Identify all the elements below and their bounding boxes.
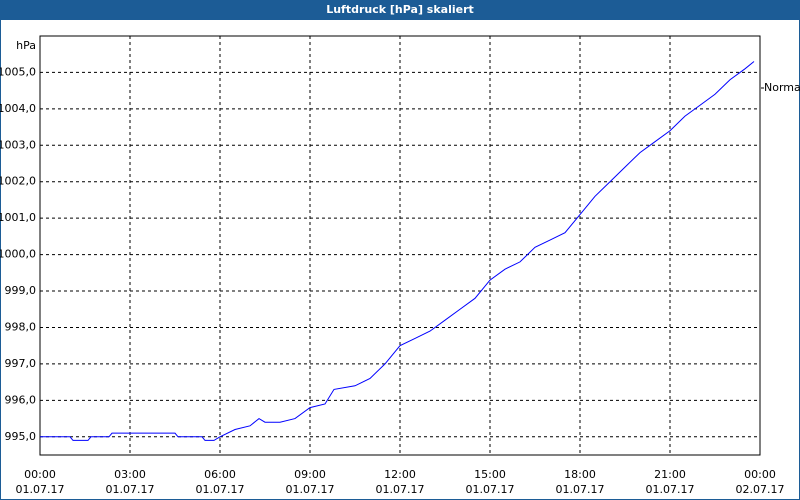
- y-tick-label: 1005,0: [0, 65, 36, 78]
- y-tick-label: 1000,0: [0, 248, 36, 261]
- y-tick-label: 998,0: [5, 320, 37, 333]
- x-tick-label: 15:00: [474, 468, 506, 481]
- x-tick-label: 00:00: [24, 468, 56, 481]
- x-tick-label: 03:00: [114, 468, 146, 481]
- x-tick-date: 01.07.17: [466, 483, 515, 496]
- y-tick-label: 996,0: [5, 393, 37, 406]
- x-tick-date: 01.07.17: [376, 483, 425, 496]
- y-axis-label: hPa: [16, 39, 36, 52]
- x-tick-label: 06:00: [204, 468, 236, 481]
- x-tick-date: 01.07.17: [556, 483, 605, 496]
- y-tick-label: 1004,0: [0, 102, 36, 115]
- x-tick-label: 09:00: [294, 468, 326, 481]
- x-tick-label: 18:00: [564, 468, 596, 481]
- y-tick-label: 999,0: [5, 284, 37, 297]
- chart-title: Luftdruck [hPa] skaliert: [326, 3, 474, 16]
- y-tick-label: 1002,0: [0, 175, 36, 188]
- x-tick-date: 01.07.17: [16, 483, 65, 496]
- y-tick-label: 997,0: [5, 357, 37, 370]
- y-tick-label: 1003,0: [0, 138, 36, 151]
- y-tick-label: 1001,0: [0, 211, 36, 224]
- x-tick-label: 00:00: [744, 468, 776, 481]
- x-tick-date: 02.07.17: [736, 483, 785, 496]
- legend-label: Normal: [764, 81, 800, 94]
- x-tick-label: 21:00: [654, 468, 686, 481]
- x-tick-label: 12:00: [384, 468, 416, 481]
- x-tick-date: 01.07.17: [106, 483, 155, 496]
- title-bar: [0, 0, 800, 20]
- x-tick-date: 01.07.17: [196, 483, 245, 496]
- x-tick-date: 01.07.17: [286, 483, 335, 496]
- x-tick-date: 01.07.17: [646, 483, 695, 496]
- data-line: [40, 61, 755, 441]
- y-tick-label: 995,0: [5, 430, 37, 443]
